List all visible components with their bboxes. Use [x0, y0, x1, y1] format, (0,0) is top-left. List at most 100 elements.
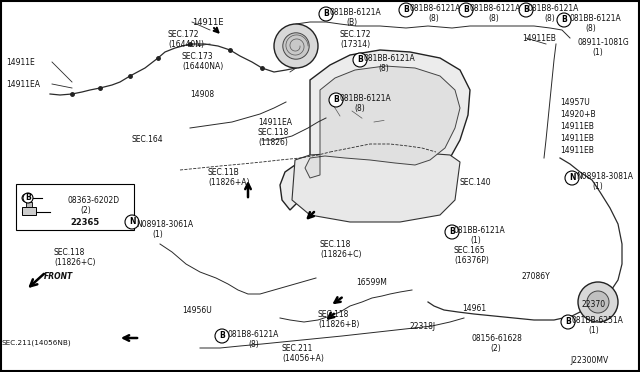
Text: 22318J: 22318J [410, 322, 436, 331]
Circle shape [23, 193, 33, 203]
Text: 16599M: 16599M [356, 278, 387, 287]
Circle shape [125, 215, 139, 229]
Text: 14911EB: 14911EB [560, 146, 594, 155]
Text: 14911EB: 14911EB [560, 134, 594, 143]
Text: SEC.172: SEC.172 [168, 30, 200, 39]
Text: (14056+A): (14056+A) [282, 354, 324, 363]
Text: SEC.211: SEC.211 [282, 344, 314, 353]
Circle shape [561, 315, 575, 329]
Text: 08911-1081G: 08911-1081G [578, 38, 630, 47]
Text: SEC.172: SEC.172 [340, 30, 371, 39]
Text: SEC.140: SEC.140 [460, 178, 492, 187]
Text: SEC.118: SEC.118 [54, 248, 85, 257]
Text: SEC.118: SEC.118 [258, 128, 289, 137]
Circle shape [274, 24, 318, 68]
Circle shape [519, 3, 533, 17]
Text: 14961: 14961 [462, 304, 486, 313]
Text: (8): (8) [544, 14, 555, 23]
Text: SEC.211(14056NB): SEC.211(14056NB) [2, 340, 72, 346]
Text: (8): (8) [354, 104, 365, 113]
Polygon shape [292, 152, 460, 222]
Text: (11826+A): (11826+A) [208, 178, 250, 187]
Text: (11826+B): (11826+B) [318, 320, 360, 329]
Circle shape [215, 329, 229, 343]
Text: SEC.165: SEC.165 [454, 246, 486, 255]
Text: N08918-3061A: N08918-3061A [136, 220, 193, 229]
Text: J22300MV: J22300MV [570, 356, 608, 365]
Text: 081B8-6121A: 081B8-6121A [410, 4, 461, 13]
Text: 14908: 14908 [190, 90, 214, 99]
Text: 27086Y: 27086Y [522, 272, 551, 281]
Circle shape [329, 93, 343, 107]
Text: (17314): (17314) [340, 40, 370, 49]
Bar [16, 184, 134, 230]
Circle shape [557, 13, 571, 27]
Text: B: B [219, 331, 225, 340]
Text: SEC.164: SEC.164 [132, 135, 164, 144]
Text: 081BB-6251A: 081BB-6251A [572, 316, 624, 325]
Text: (2): (2) [80, 206, 91, 215]
Text: 22365: 22365 [70, 218, 99, 227]
FancyBboxPatch shape [22, 207, 36, 215]
Text: 081B8-6121A: 081B8-6121A [228, 330, 280, 339]
Text: B: B [357, 55, 363, 64]
Bar [26, 202, 32, 207]
Text: B: B [449, 228, 455, 237]
Text: 14911E: 14911E [6, 58, 35, 67]
Text: 14911EA: 14911EA [258, 118, 292, 127]
Text: (8): (8) [488, 14, 499, 23]
Text: (8): (8) [428, 14, 439, 23]
Text: (1): (1) [588, 326, 599, 335]
Circle shape [399, 3, 413, 17]
Text: (8): (8) [248, 340, 259, 349]
Circle shape [565, 171, 579, 185]
Text: B: B [565, 317, 571, 327]
Text: SEC.11B: SEC.11B [208, 168, 240, 177]
Text: FRONT: FRONT [44, 272, 73, 281]
Text: 081BB-6121A: 081BB-6121A [570, 14, 621, 23]
Text: (1): (1) [470, 236, 481, 245]
Text: B: B [561, 16, 567, 25]
Text: 081BB-6121A: 081BB-6121A [340, 94, 392, 103]
Polygon shape [305, 66, 460, 178]
Text: (B): (B) [346, 18, 357, 27]
Text: B: B [25, 193, 31, 202]
Text: 08156-61628: 08156-61628 [472, 334, 523, 343]
Text: 08363-6202D: 08363-6202D [68, 196, 120, 205]
Text: B: B [323, 10, 329, 19]
Circle shape [22, 194, 30, 202]
Text: SEC.173: SEC.173 [182, 52, 214, 61]
Text: (1): (1) [592, 182, 603, 191]
Text: (8): (8) [585, 24, 596, 33]
Text: (11826+C): (11826+C) [54, 258, 95, 267]
Circle shape [459, 3, 473, 17]
Text: SEC.118: SEC.118 [320, 240, 351, 249]
Text: 081B8-6121A: 081B8-6121A [528, 4, 579, 13]
Text: 081BB-6121A: 081BB-6121A [364, 54, 416, 63]
Text: N08918-3081A: N08918-3081A [576, 172, 633, 181]
Circle shape [353, 53, 367, 67]
Text: B: B [463, 6, 469, 15]
Circle shape [578, 282, 618, 322]
Text: (11826+C): (11826+C) [320, 250, 362, 259]
Text: (2): (2) [490, 344, 500, 353]
Text: (1): (1) [592, 48, 603, 57]
Circle shape [283, 33, 309, 59]
Text: (16440N): (16440N) [168, 40, 204, 49]
Text: SEC.118: SEC.118 [318, 310, 349, 319]
Text: 14920+B: 14920+B [560, 110, 596, 119]
Text: 14911E: 14911E [192, 18, 223, 27]
Circle shape [445, 225, 459, 239]
Circle shape [587, 291, 609, 313]
Text: 14911EB: 14911EB [560, 122, 594, 131]
Text: 081BB-6121A: 081BB-6121A [330, 8, 381, 17]
Text: (1): (1) [152, 230, 163, 239]
Text: (8): (8) [378, 64, 388, 73]
Polygon shape [280, 50, 470, 210]
Circle shape [319, 7, 333, 21]
Text: B: B [403, 6, 409, 15]
Text: 081B8-6121A: 081B8-6121A [470, 4, 522, 13]
Text: B: B [523, 6, 529, 15]
Text: (11826): (11826) [258, 138, 288, 147]
Text: (16376P): (16376P) [454, 256, 489, 265]
